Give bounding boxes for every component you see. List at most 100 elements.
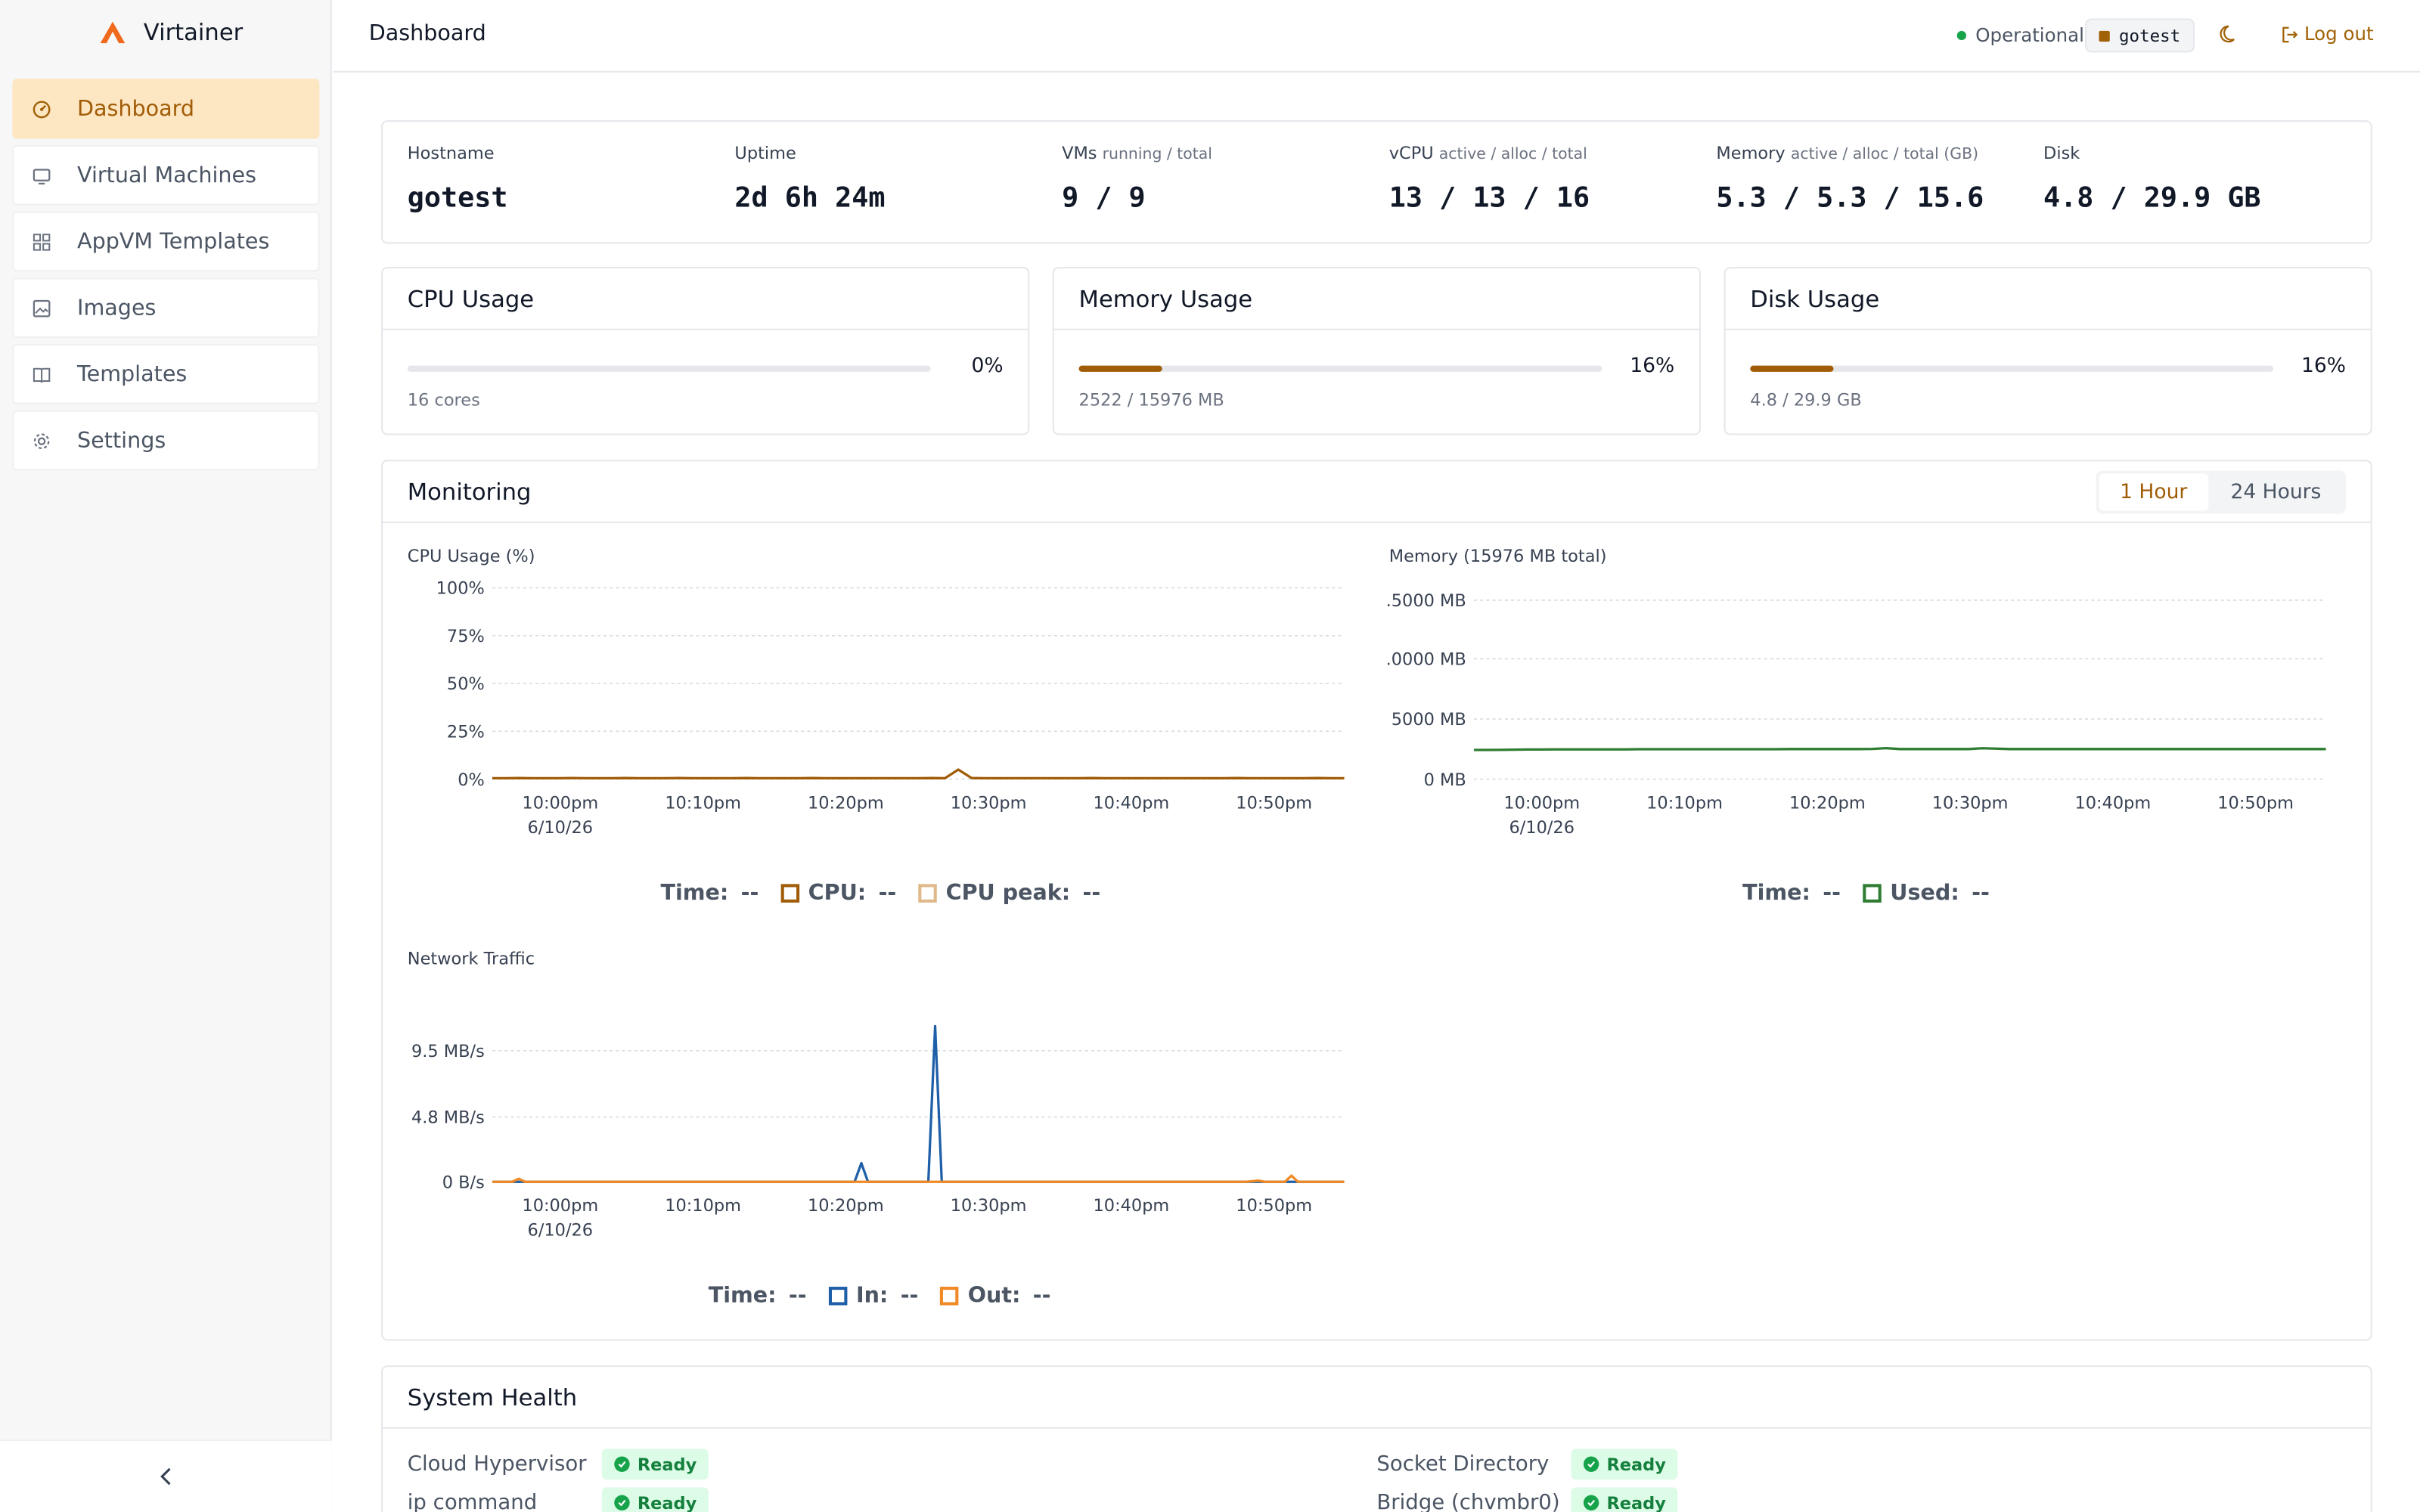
sidebar-item-templates[interactable]: Templates <box>12 344 320 404</box>
stat-label: Disk <box>2043 143 2080 164</box>
check-circle-icon <box>614 1456 630 1472</box>
card-title: CPU Usage <box>383 268 1028 330</box>
stat-sublabel: running / total <box>1102 146 1212 164</box>
range-1h-button[interactable]: 1 Hour <box>2098 473 2209 511</box>
legend-swatch <box>939 1287 959 1306</box>
app-name: Virtainer <box>143 18 244 47</box>
check-circle-icon <box>1583 1456 1599 1472</box>
x-tick-label: 10:50pm <box>2217 793 2294 813</box>
status-text: Ready <box>1606 1492 1666 1512</box>
network-traffic-chart[interactable]: 9.5 MB/s 4.8 MB/s 0 B/s 10:00pm 10:10pm 10:20… <box>383 969 1355 1247</box>
health-name: Socket Directory <box>1376 1452 1550 1477</box>
x-tick-label: 10:20pm <box>1789 793 1866 813</box>
chart-title: CPU Usage (%) <box>407 546 535 566</box>
health-row: Cloud Hypervisor Ready <box>407 1448 709 1480</box>
page-title: Dashboard <box>368 21 486 47</box>
range-24h-button[interactable]: 24 Hours <box>2230 480 2322 504</box>
health-row: Bridge (chvmbr0) Ready <box>1376 1487 1679 1512</box>
health-name: Bridge (chvmbr0) <box>1376 1490 1560 1512</box>
dashboard-icon <box>33 100 51 118</box>
book-icon <box>33 365 51 383</box>
x-tick-label: 10:00pm <box>1503 793 1580 813</box>
usage-detail: 16 cores <box>407 390 480 411</box>
check-circle-icon <box>614 1495 630 1510</box>
status-badge: Ready <box>1571 1448 1679 1480</box>
legend-swatch <box>917 884 937 903</box>
progress-track <box>407 365 931 372</box>
stat-value: 13 / 13 / 16 <box>1388 181 1590 215</box>
sidebar-item-appvm-templates[interactable]: AppVM Templates <box>12 211 320 272</box>
legend-label: Out: <box>967 1283 1021 1309</box>
status-text: Ready <box>637 1492 697 1512</box>
x-tick-label: 10:30pm <box>951 1196 1027 1216</box>
monitoring-card: Monitoring 1 Hour 24 Hours CPU Usage (%)… <box>381 460 2372 1341</box>
series-line-in <box>492 1024 1345 1183</box>
y-tick-label: 5000 MB <box>1392 710 1466 730</box>
collapse-sidebar-button[interactable] <box>0 1439 332 1512</box>
legend-label: Time: <box>1742 881 1810 906</box>
logo-icon <box>100 21 126 44</box>
series-line-used <box>1473 746 2326 751</box>
cpu-usage-card: CPU Usage 0% 16 cores <box>381 267 1030 435</box>
legend-item: CPU peak: -- <box>917 881 1100 906</box>
sidebar-item-label: Templates <box>77 361 188 387</box>
legend-label: CPU: <box>808 881 867 906</box>
x-tick-label: 10:20pm <box>808 793 884 813</box>
legend-value: -- <box>878 881 897 906</box>
x-tick-label: 10:30pm <box>951 793 1027 813</box>
sidebar-item-virtual-machines[interactable]: Virtual Machines <box>12 144 320 206</box>
health-name: Cloud Hypervisor <box>407 1452 587 1477</box>
usage-detail: 2522 / 15976 MB <box>1078 390 1224 411</box>
host-square-icon <box>2099 29 2110 42</box>
legend-value: -- <box>900 1283 919 1309</box>
status-badge: Ready <box>601 1487 709 1512</box>
stat-value: 9 / 9 <box>1062 181 1146 215</box>
x-tick-date: 6/10/26 <box>528 1221 594 1241</box>
x-tick-label: 10:10pm <box>665 1196 741 1216</box>
usage-percent: 16% <box>2301 355 2347 378</box>
progress-track <box>1750 365 2274 372</box>
status-indicator: Operational <box>1956 25 2084 46</box>
legend-label: Used: <box>1890 881 1959 906</box>
memory-chart[interactable]: .5000 MB .0000 MB 5000 MB 0 MB 10:00pm 10:10p… <box>1364 566 2337 844</box>
gear-icon <box>33 431 51 449</box>
legend-item: Used: -- <box>1862 881 1990 906</box>
x-tick-label: 10:00pm <box>522 793 598 813</box>
chart-legend: Time: -- CPU: -- CPU peak: -- <box>660 881 1122 906</box>
sidebar-item-dashboard[interactable]: Dashboard <box>12 79 320 139</box>
sidebar-item-settings[interactable]: Settings <box>12 410 320 471</box>
monitor-icon <box>33 166 51 184</box>
cpu-usage-chart[interactable]: 100% 75% 50% 25% 0% 10:00pm 10:10pm 10:20pm 10:3… <box>383 566 1355 844</box>
stat-value: 5.3 / 5.3 / 15.6 <box>1716 181 1984 215</box>
brand[interactable]: Virtainer <box>0 0 330 65</box>
x-tick-label: 10:40pm <box>2074 793 2151 813</box>
legend-item: Time: -- <box>1742 881 1841 906</box>
y-tick-label: 4.8 MB/s <box>411 1108 485 1128</box>
sidebar-item-label: Dashboard <box>77 96 195 122</box>
usage-detail: 4.8 / 29.9 GB <box>1750 390 1862 411</box>
check-circle-icon <box>1583 1495 1599 1510</box>
legend-item: CPU: -- <box>780 881 896 906</box>
stat-value: gotest <box>407 181 508 215</box>
health-name: ip command <box>407 1490 538 1512</box>
card-title: Disk Usage <box>1725 268 2371 330</box>
logout-button[interactable]: Log out <box>2281 23 2374 45</box>
image-icon <box>33 299 51 317</box>
system-health-card: System Health Cloud Hypervisor Ready ip … <box>381 1365 2372 1512</box>
legend-value: -- <box>740 881 759 906</box>
stat-memory: Memory active / alloc / total (GB) 5.3 /… <box>1716 144 1984 215</box>
health-row: ip command Ready <box>408 1487 709 1512</box>
host-stats-card: Hostname gotest Uptime 2d 6h 24m VMs run… <box>381 120 2372 244</box>
y-tick-label: .5000 MB <box>1386 591 1466 611</box>
status-text: Ready <box>637 1454 697 1474</box>
y-tick-label: 0 MB <box>1424 770 1466 790</box>
legend-value: -- <box>1823 881 1841 906</box>
stat-label: vCPU <box>1388 143 1434 164</box>
stat-uptime: Uptime 2d 6h 24m <box>734 144 885 215</box>
sidebar-item-images[interactable]: Images <box>12 277 320 338</box>
stat-value: 2d 6h 24m <box>734 181 886 215</box>
y-tick-label: .0000 MB <box>1386 650 1466 670</box>
x-tick-label: 10:00pm <box>522 1196 598 1216</box>
moon-icon[interactable] <box>2220 23 2242 45</box>
